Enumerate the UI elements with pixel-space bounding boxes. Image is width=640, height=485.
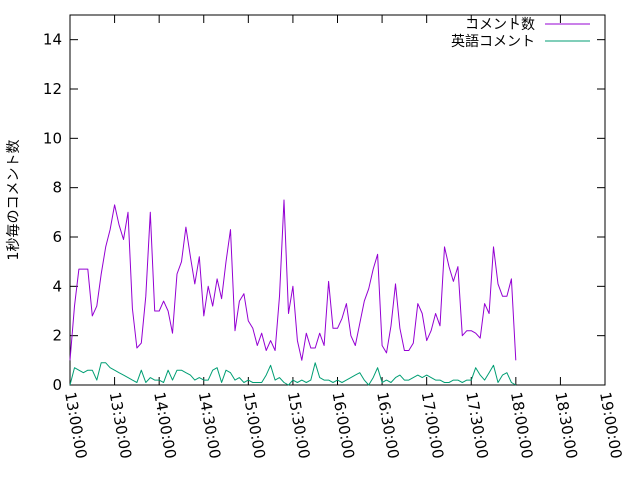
- x-tick-label-2: 14:00:00: [150, 391, 179, 460]
- x-tick-label-1: 13:30:00: [106, 391, 135, 460]
- y-tick-label-2: 4: [52, 277, 62, 295]
- x-tick-label-0: 13:00:00: [61, 391, 90, 460]
- x-tick-label-11: 18:30:00: [551, 391, 580, 460]
- y-tick-label-3: 6: [52, 228, 62, 246]
- y-axis-title: 1秒毎のコメント数: [6, 140, 22, 261]
- x-tick-label-6: 16:00:00: [329, 391, 358, 460]
- legend-label-0: コメント数: [465, 17, 535, 33]
- y-tick-label-7: 14: [43, 31, 62, 49]
- x-tick-label-8: 17:00:00: [418, 391, 447, 460]
- y-axis: 0 2 4 6 8 10 12 14: [43, 31, 605, 394]
- series-line-0: [69, 199, 517, 361]
- x-tick-label-10: 18:00:00: [507, 391, 536, 460]
- y-tick-label-5: 10: [43, 129, 62, 147]
- legend: コメント数 英語コメント: [451, 17, 590, 50]
- x-tick-label-7: 16:30:00: [373, 391, 402, 460]
- series-line-1: [69, 362, 517, 386]
- y-tick-label-1: 2: [52, 327, 62, 345]
- x-tick-label-9: 17:30:00: [462, 391, 491, 460]
- x-axis: 13:00:00 13:30:00 14:00:00 14:30:00 15:00:00…: [61, 15, 625, 460]
- series-layer: [69, 199, 517, 386]
- y-tick-label-4: 8: [52, 179, 62, 197]
- y-tick-label-0: 0: [52, 376, 62, 394]
- x-tick-label-3: 14:30:00: [195, 391, 224, 460]
- x-tick-label-4: 15:00:00: [239, 391, 268, 460]
- legend-label-1: 英語コメント: [451, 33, 535, 50]
- x-tick-label-12: 19:00:00: [596, 391, 625, 460]
- y-tick-label-6: 12: [43, 80, 62, 98]
- x-tick-label-5: 15:30:00: [284, 391, 313, 460]
- plot-frame: [69, 14, 606, 386]
